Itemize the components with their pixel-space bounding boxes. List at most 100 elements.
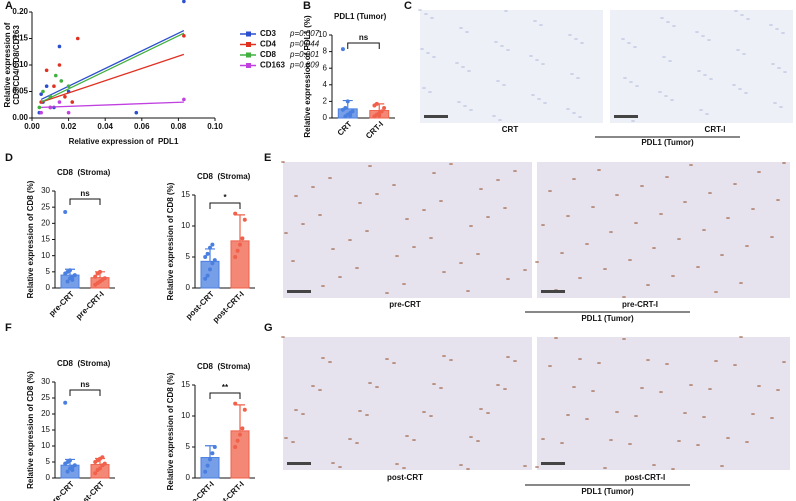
point <box>379 109 384 114</box>
point <box>59 79 64 83</box>
point <box>240 236 245 241</box>
y-axis-label: Relative expression of <box>3 22 12 107</box>
stain <box>375 193 379 195</box>
stain <box>783 71 787 73</box>
stain <box>466 468 470 470</box>
point <box>41 89 45 94</box>
stain <box>666 21 670 23</box>
stain <box>591 390 595 392</box>
stain <box>457 101 461 103</box>
point <box>102 461 107 466</box>
y-tick-label: 0.05 <box>12 87 28 96</box>
stain <box>281 336 285 338</box>
point <box>182 97 186 102</box>
y-axis-label: CD3/CD4/CD8/CD163 <box>12 25 21 105</box>
x-tick-label: 0.06 <box>134 122 150 131</box>
panel-letter: D <box>5 152 13 164</box>
point <box>52 84 56 88</box>
point <box>382 106 387 111</box>
stain <box>751 413 755 415</box>
stain <box>365 414 369 416</box>
stain <box>627 42 631 44</box>
stain <box>776 389 780 391</box>
y-tick-label: 15 <box>41 235 50 244</box>
stain <box>697 70 701 72</box>
panel-letter: A <box>5 0 13 12</box>
point <box>72 463 77 468</box>
stain <box>591 206 595 208</box>
stain <box>301 223 305 225</box>
stain <box>635 85 639 87</box>
significance-bracket <box>69 198 101 205</box>
stain <box>498 119 502 121</box>
stain <box>529 55 533 57</box>
micrograph <box>283 337 532 470</box>
y-axis-label: Relative expression of CD8 (%) <box>166 182 175 300</box>
stain <box>701 35 705 37</box>
point <box>98 466 102 471</box>
panel-letter: G <box>264 322 273 334</box>
stain <box>422 87 426 89</box>
stain <box>500 45 504 47</box>
point <box>65 279 70 284</box>
chart-title: CD8 (Stroma) <box>197 172 251 181</box>
stain <box>742 53 746 55</box>
micrograph <box>283 162 532 298</box>
p-value: p=0.044 <box>289 40 320 49</box>
stain <box>513 360 517 362</box>
x-tick-label: 0.10 <box>207 122 223 131</box>
stain <box>486 216 490 218</box>
stain <box>572 178 576 180</box>
stain <box>609 439 613 441</box>
stain <box>726 217 730 219</box>
y-tick-label: 15 <box>181 190 190 199</box>
stain <box>726 437 730 439</box>
panel-letter: B <box>303 0 311 12</box>
point <box>205 251 210 256</box>
panel-letter: F <box>5 322 12 334</box>
p-value: p=0.001 <box>289 50 319 59</box>
stain <box>572 112 576 114</box>
x-tick-label: pre-CRT <box>47 479 76 501</box>
point <box>208 457 212 462</box>
stain <box>439 387 443 389</box>
stain <box>597 362 601 364</box>
point <box>68 458 72 463</box>
stain <box>670 99 674 101</box>
legend-marker <box>246 31 251 37</box>
stain <box>321 285 325 287</box>
stain <box>779 106 783 108</box>
stain <box>496 80 500 82</box>
stain <box>513 170 517 172</box>
stain <box>708 192 712 194</box>
stain <box>770 236 774 238</box>
stain <box>531 94 535 96</box>
stain <box>658 91 662 93</box>
stain <box>506 49 510 51</box>
stain <box>439 200 443 202</box>
stain <box>631 120 635 122</box>
point <box>208 245 212 250</box>
stain <box>494 41 498 43</box>
stain <box>523 465 527 467</box>
y-axis-label: Relative expression of CD8 (%) <box>166 372 175 490</box>
y-tick-label: 0 <box>46 473 51 482</box>
stain <box>424 13 428 15</box>
stain <box>459 27 463 29</box>
point <box>93 274 98 279</box>
stain <box>449 163 453 165</box>
stain <box>281 161 285 163</box>
image-caption: PDL1 (Tumor) <box>581 487 634 496</box>
scale-bar <box>287 290 311 293</box>
stain <box>689 164 693 166</box>
stain <box>671 468 675 470</box>
y-tick-label: 0 <box>323 113 328 122</box>
legend-marker <box>246 63 251 68</box>
point <box>39 92 43 96</box>
stain <box>574 38 578 40</box>
point <box>57 63 62 67</box>
stain <box>429 415 433 417</box>
stain <box>492 115 496 117</box>
stain <box>455 62 459 64</box>
stain <box>301 413 305 415</box>
